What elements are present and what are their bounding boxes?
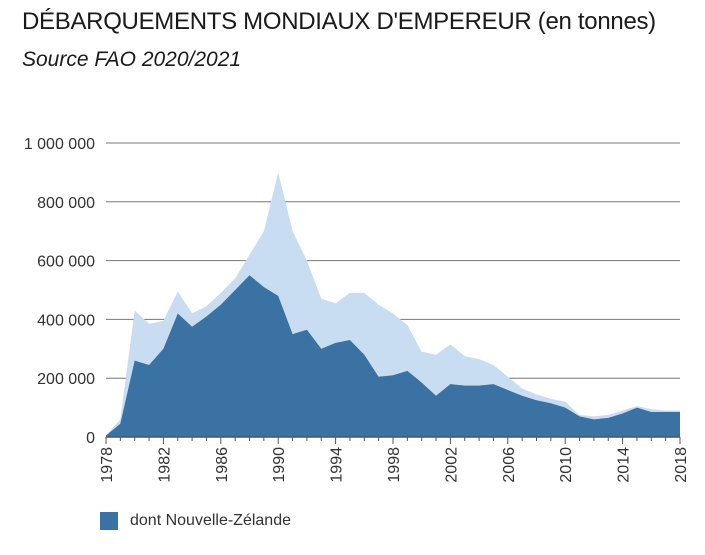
chart-subtitle: Source FAO 2020/2021 [22,48,242,71]
x-tick-label: 2018 [673,447,690,483]
x-tick-label: 1982 [156,447,173,483]
x-tick-label: 1998 [386,447,403,483]
x-tick-label: 2014 [616,447,633,483]
x-tick-label: 1978 [99,447,116,483]
x-tick-label: 1990 [271,447,288,483]
x-tick-label: 1986 [214,447,231,483]
y-tick-label: 0 [86,430,95,447]
y-tick-label: 200 000 [37,371,95,388]
x-tick-label: 1994 [329,447,346,483]
y-tick-label: 400 000 [37,312,95,329]
x-tick-label: 2006 [501,447,518,483]
x-tick-label: 2010 [558,447,575,483]
y-tick-label: 1 000 000 [24,136,95,153]
x-tick-label: 2002 [443,447,460,483]
legend-swatch-nz [100,512,118,530]
legend: dont Nouvelle-Zélande [100,512,291,530]
chart-title: DÉBARQUEMENTS MONDIAUX D'EMPEREUR (en to… [22,8,656,35]
data-areas [106,172,680,437]
y-tick-label: 600 000 [37,254,95,271]
area-nouvelle-zelande [106,275,680,437]
axes: 0 200 000 400 000 600 000 800 000 1 000 000 19… [24,136,690,483]
legend-label-nz: dont Nouvelle-Zélande [130,512,291,529]
y-tick-label: 800 000 [37,195,95,212]
